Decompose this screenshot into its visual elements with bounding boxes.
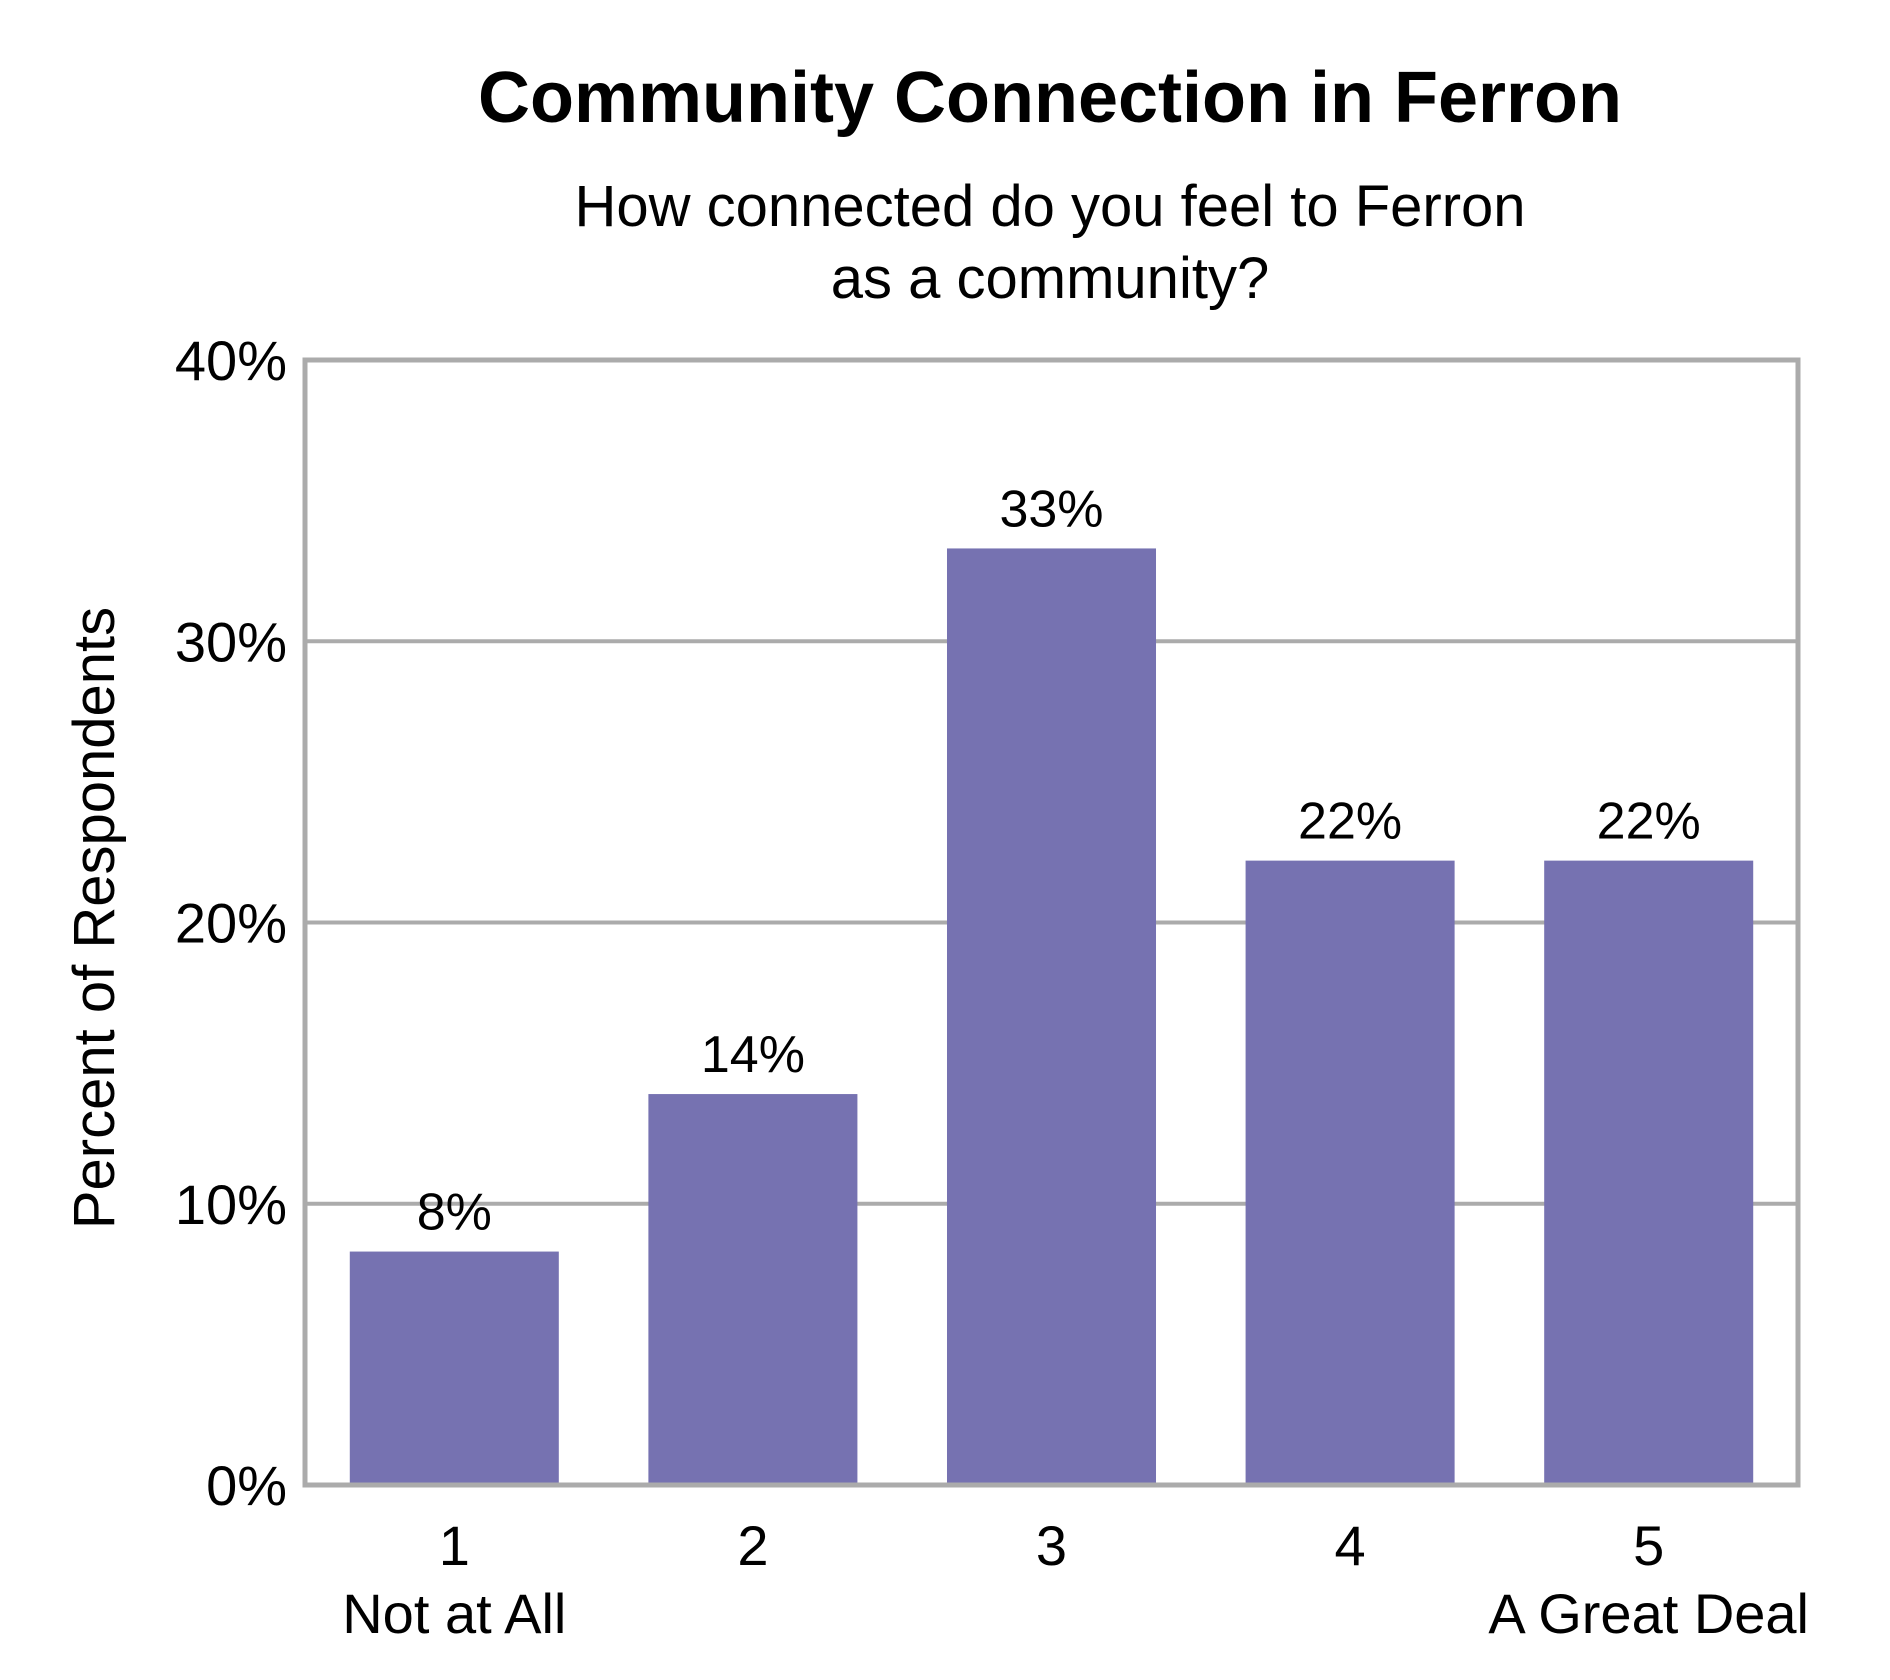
bar-2 xyxy=(648,1094,858,1485)
labels-layer: 8% 14% 33% 22% 22% xyxy=(417,480,1701,1241)
data-label-2: 14% xyxy=(701,1026,805,1084)
chart-title: Community Connection in Ferron xyxy=(478,58,1622,138)
plot-frame xyxy=(302,357,1801,1488)
data-label-3: 33% xyxy=(999,480,1103,538)
bar-3 xyxy=(946,548,1157,1485)
bar-5 xyxy=(1544,860,1754,1485)
x-tick-label-5: 5 xyxy=(1633,1514,1664,1577)
y-tick-label: 20% xyxy=(175,892,287,955)
data-label-1: 8% xyxy=(417,1184,492,1242)
bars-layer xyxy=(349,548,1754,1485)
y-tick-label: 30% xyxy=(175,610,287,673)
bar-1 xyxy=(349,1251,559,1485)
y-axis-label: Percent of Respondents xyxy=(62,607,127,1229)
data-label-5: 22% xyxy=(1597,793,1701,851)
data-label-4: 22% xyxy=(1298,793,1402,851)
y-ticks-layer: 0% 10% 20% 30% 40% xyxy=(175,329,287,1517)
x-tick-label-2: 2 xyxy=(737,1514,768,1577)
y-tick-label: 40% xyxy=(175,329,287,392)
x-tick-label-4: 4 xyxy=(1335,1514,1366,1577)
x-tick-label-3: 3 xyxy=(1036,1514,1067,1577)
x-tick-sublabel-1: Not at All xyxy=(342,1582,566,1645)
x-tick-label-1: 1 xyxy=(439,1514,470,1577)
y-tick-label: 10% xyxy=(175,1173,287,1236)
x-tick-sublabel-5: A Great Deal xyxy=(1488,1582,1809,1645)
bar-4 xyxy=(1245,860,1455,1485)
chart-subtitle-line-2: as a community? xyxy=(831,246,1269,311)
y-tick-label: 0% xyxy=(206,1454,287,1517)
chart-subtitle-line-1: How connected do you feel to Ferron xyxy=(574,174,1525,239)
